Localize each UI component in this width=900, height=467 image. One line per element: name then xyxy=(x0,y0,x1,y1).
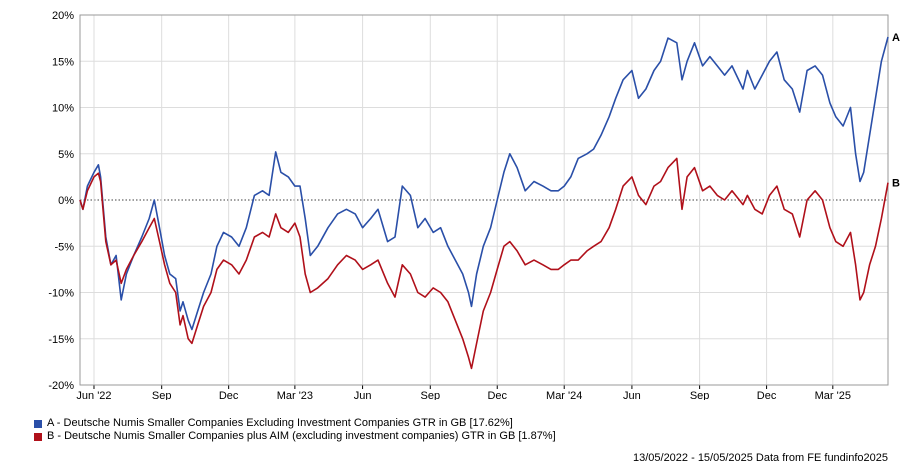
series-line-b xyxy=(79,157,889,370)
y-tick-label: 0% xyxy=(58,195,74,207)
legend-swatch-b xyxy=(34,432,42,441)
x-tick-label: Mar '24 xyxy=(546,390,582,400)
axes: 20% 15% 10% 5% 0% -5% -10% -15% -20%Jun '22 Sep De… xyxy=(48,10,889,402)
legend: A - Deutsche Numis Smaller Companies Exc… xyxy=(34,417,556,443)
legend-label-b: B - Deutsche Numis Smaller Companies plu… xyxy=(47,430,556,442)
series: AB xyxy=(79,32,900,370)
x-tick-label: Dec xyxy=(757,390,777,400)
y-tick-label: 20% xyxy=(52,10,74,22)
legend-label-a: A - Deutsche Numis Smaller Companies Exc… xyxy=(47,417,513,429)
x-tick-label: Dec xyxy=(487,390,507,400)
series-end-label-b: B xyxy=(892,178,900,190)
legend-swatch-a xyxy=(34,419,42,428)
x-tick-label: Mar '25 xyxy=(815,390,851,400)
series-line-a xyxy=(79,36,889,331)
x-tick-label: Sep xyxy=(690,390,710,400)
legend-item-a: A - Deutsche Numis Smaller Companies Exc… xyxy=(34,417,556,430)
y-tick-label: -15% xyxy=(48,334,74,346)
legend-item-b: B - Deutsche Numis Smaller Companies plu… xyxy=(34,430,556,443)
source-note: 13/05/2022 - 15/05/2025 Data from FE fun… xyxy=(632,452,888,464)
y-tick-label: 10% xyxy=(52,103,74,115)
x-tick-label: Sep xyxy=(420,390,440,400)
y-tick-label: -5% xyxy=(54,241,74,253)
x-tick-label: Jun xyxy=(354,390,372,400)
x-tick-label: Jun '22 xyxy=(76,390,111,400)
x-tick-label: Dec xyxy=(219,390,239,400)
y-tick-label: 15% xyxy=(52,56,74,68)
x-tick-label: Mar '23 xyxy=(277,390,313,400)
y-tick-label: -10% xyxy=(48,288,74,300)
series-end-label-a: A xyxy=(892,32,900,44)
line-chart: 20% 15% 10% 5% 0% -5% -10% -15% -20%Jun '22 Sep De… xyxy=(48,10,900,402)
x-tick-label: Jun xyxy=(623,390,641,400)
y-tick-label: -20% xyxy=(48,380,74,392)
y-tick-label: 5% xyxy=(58,149,74,161)
grid xyxy=(80,14,888,386)
x-tick-label: Sep xyxy=(152,390,172,400)
